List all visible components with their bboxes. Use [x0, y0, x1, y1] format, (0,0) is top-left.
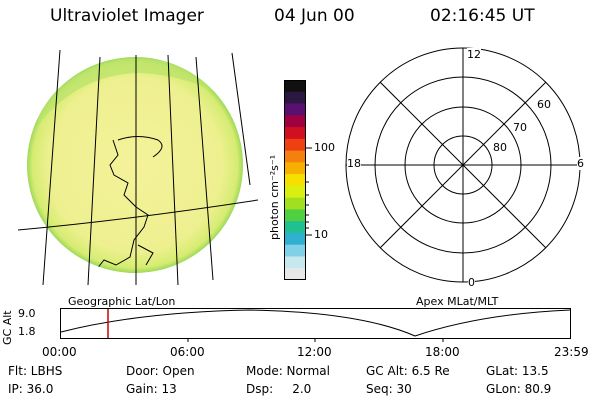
auroral-oval	[38, 58, 243, 125]
colorbar-band	[284, 127, 306, 140]
mlt-label-12: 12	[467, 48, 481, 61]
polar-mlat-mlt-grid	[345, 47, 581, 283]
mode-info: Mode: Normal	[246, 364, 330, 378]
filter-info: Flt: LBHS	[8, 364, 63, 378]
mlat-label-60: 60	[537, 98, 551, 111]
colorbar-band	[284, 268, 306, 280]
date-label: 04 Jun 00	[274, 6, 355, 26]
altitude-curve	[60, 309, 571, 337]
colorbar-band	[284, 221, 306, 234]
colorbar-band	[284, 138, 306, 152]
colorbar-band	[284, 197, 306, 211]
gain-info: Gain: 13	[126, 382, 177, 396]
strip-x-label-2359: 23:59	[554, 345, 589, 359]
graticule	[18, 49, 258, 286]
altitude-strip	[60, 308, 571, 342]
seq-info: Seq: 30	[366, 382, 412, 396]
strip-x-label-1800: 18:00	[425, 345, 460, 359]
colorbar-band	[284, 174, 306, 187]
coastline-east	[117, 136, 163, 158]
colorbar	[284, 80, 306, 280]
strip-y-label-max: 9.0	[18, 307, 36, 320]
colorbar-border	[284, 80, 306, 280]
colorbar-band	[284, 103, 306, 116]
strip-axis-title: GC Alt	[1, 310, 14, 345]
strip-y-label-min: 1.8	[18, 325, 36, 338]
glat-info: GLat: 13.5	[486, 364, 549, 378]
colorbar-band	[284, 150, 306, 163]
glon-info: GLon: 80.9	[486, 382, 552, 396]
colorbar-ticks	[306, 147, 312, 236]
auroral-image-panel	[18, 49, 258, 286]
colorbar-band	[284, 244, 306, 258]
colorbar-band	[284, 80, 306, 93]
earth-disk	[27, 57, 243, 273]
colorbar-band	[284, 232, 306, 246]
mlat-label-70: 70	[513, 121, 527, 134]
apex-caption: Apex MLat/MLT	[416, 295, 499, 308]
mlt-label-0: 0	[468, 276, 475, 289]
colorbar-band	[284, 162, 306, 175]
colorbar-unit-label: photon cm⁻²s⁻¹	[268, 154, 281, 240]
time-label: 02:16:45 UT	[430, 6, 535, 26]
colorbar-band	[284, 115, 306, 128]
strip-x-label-1200: 12:00	[297, 345, 332, 359]
colorbar-band	[284, 209, 306, 222]
colorbar-band	[284, 256, 306, 269]
strip-x-label-0000: 00:00	[42, 345, 77, 359]
mlt-label-18: 18	[347, 157, 361, 170]
geographic-caption: Geographic Lat/Lon	[68, 295, 176, 308]
colorbar-tick-10: 10	[314, 228, 328, 241]
mlt-label-6: 6	[577, 157, 584, 170]
dsp-info: Dsp: 2.0	[246, 382, 312, 396]
colorbar-tick-100: 100	[314, 141, 335, 154]
colorbar-band	[284, 91, 306, 105]
gc-alt-info: GC Alt: 6.5 Re	[366, 364, 450, 378]
ip-info: IP: 36.0	[8, 382, 54, 396]
door-info: Door: Open	[126, 364, 195, 378]
strip-x-label-0600: 06:00	[170, 345, 205, 359]
instrument-title: Ultraviolet Imager	[50, 6, 204, 26]
mlat-label-80: 80	[493, 141, 507, 154]
colorbar-band	[284, 185, 306, 199]
